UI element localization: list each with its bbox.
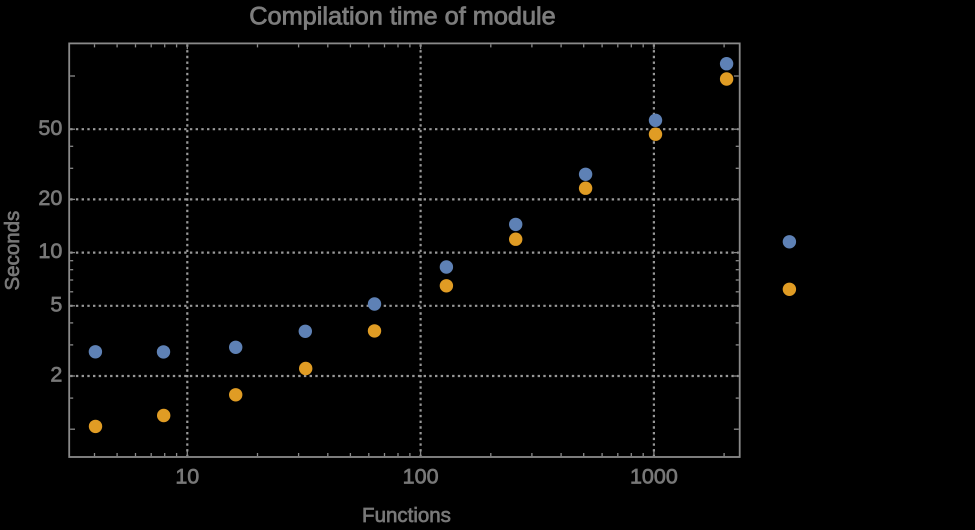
svg-text:20: 20 [38, 186, 62, 210]
svg-text:2: 2 [50, 363, 62, 387]
svg-text:Seconds: Seconds [1, 211, 24, 291]
svg-text:5: 5 [50, 292, 62, 316]
svg-text:Functions: Functions [362, 504, 451, 525]
svg-text:50: 50 [38, 116, 62, 140]
svg-text:1000: 1000 [630, 465, 678, 489]
svg-text:100: 100 [403, 465, 439, 489]
svg-text:10: 10 [38, 239, 62, 263]
svg-text:10: 10 [175, 465, 199, 489]
svg-text:Compilation time of module: Compilation time of module [249, 2, 556, 30]
